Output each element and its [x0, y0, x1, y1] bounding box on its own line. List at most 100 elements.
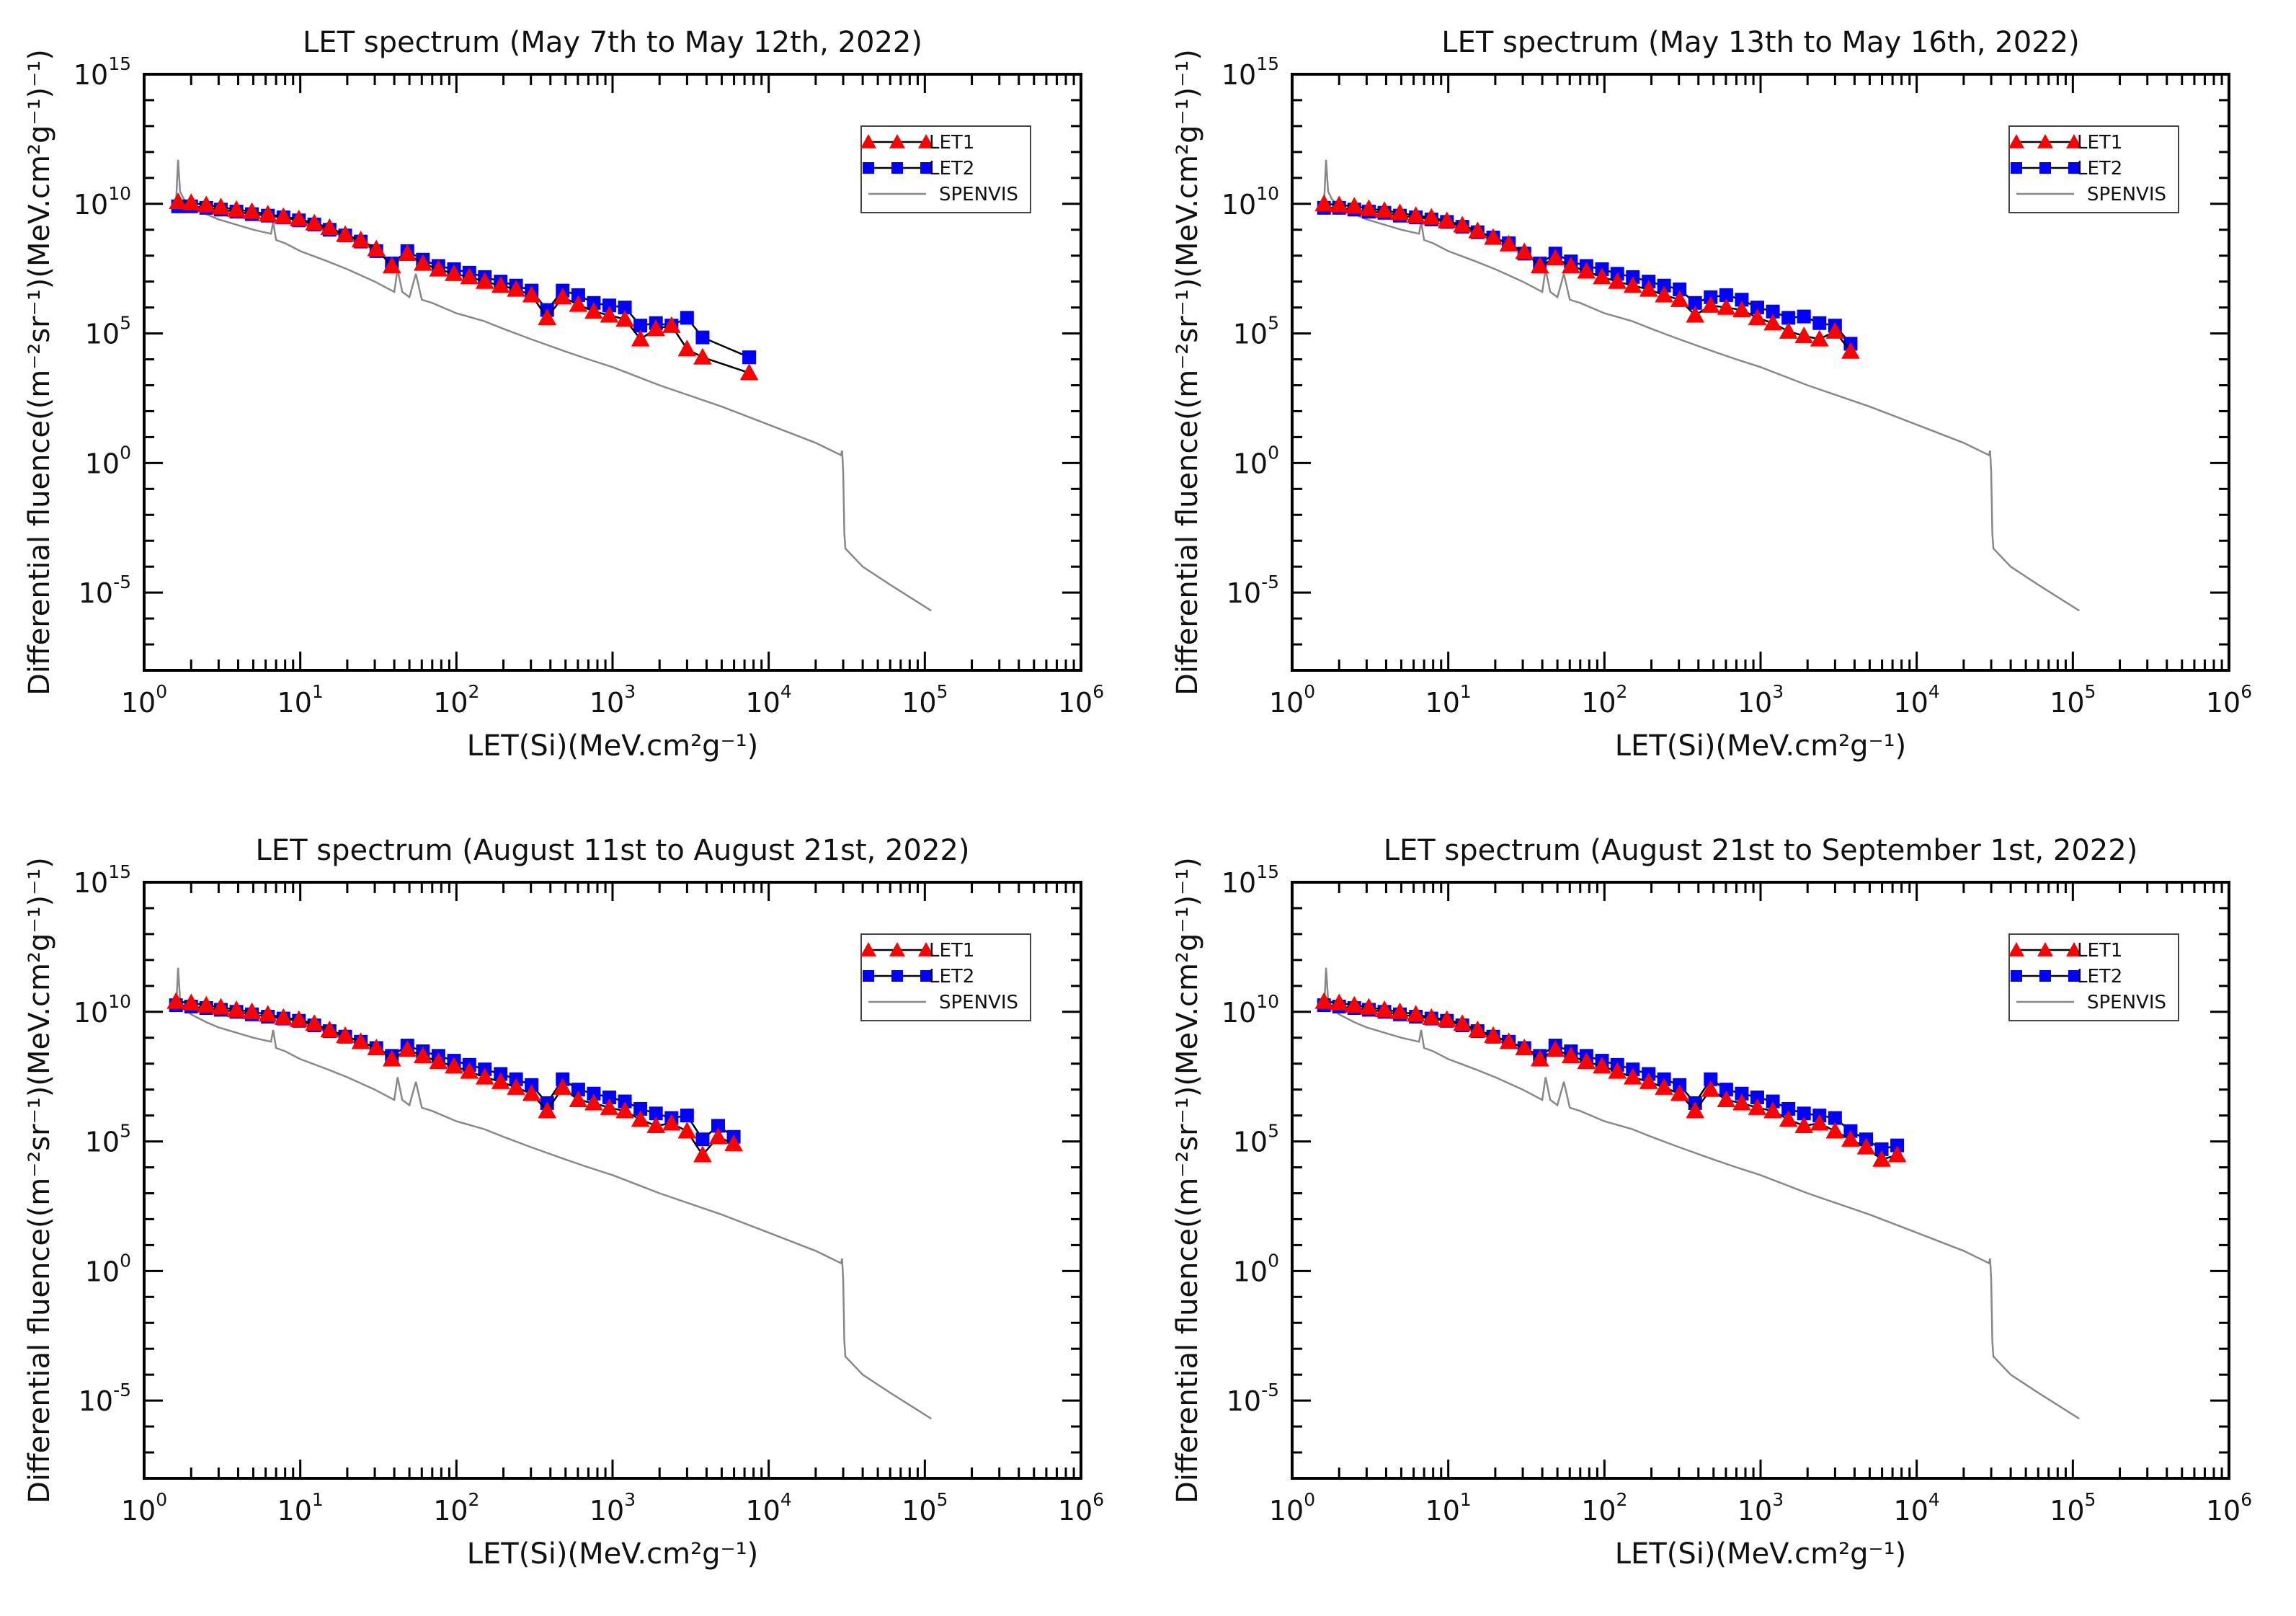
let1-point — [1686, 306, 1705, 323]
x-axis-label: LET(Si)(MeV.cm²g⁻¹) — [1615, 1537, 1907, 1571]
let1-point — [584, 302, 603, 319]
let1-point — [1670, 1084, 1689, 1101]
y-tick-label: 100 — [1233, 442, 1279, 479]
let1-point — [631, 1110, 650, 1127]
x-tick-label: 104 — [746, 1489, 792, 1527]
let1-point — [600, 1098, 619, 1115]
let1-point — [336, 225, 355, 242]
let1-point — [507, 1078, 525, 1095]
x-tick-label: 100 — [121, 681, 167, 719]
legend-marker-square — [2068, 162, 2080, 174]
y-tick-label: 10-5 — [79, 572, 131, 609]
x-tick-label: 104 — [746, 681, 792, 719]
let1-point — [739, 363, 759, 381]
let1-point — [258, 205, 277, 222]
let1-point — [1453, 216, 1472, 233]
let1-point — [1345, 995, 1364, 1013]
legend: LET1 LET2 SPENVIS — [860, 125, 1031, 213]
let1-point — [211, 998, 231, 1015]
let1-point — [382, 256, 401, 274]
let1-point — [1515, 1039, 1534, 1056]
x-tick-label: 100 — [1269, 1489, 1315, 1527]
let1-point — [1655, 1078, 1673, 1095]
let1-point — [351, 231, 370, 248]
let1-point — [197, 195, 216, 213]
let1-point — [475, 1067, 494, 1085]
let1-point — [227, 1000, 246, 1018]
let1-point — [1499, 234, 1518, 252]
x-axis-label: LET(Si)(MeV.cm²g⁻¹) — [467, 1537, 759, 1571]
let1-point — [1686, 1101, 1705, 1119]
let1-point — [662, 316, 681, 333]
let1-point — [662, 1114, 681, 1131]
let1-point — [211, 197, 231, 215]
let1-point — [1670, 290, 1689, 307]
let1-point — [1593, 1057, 1611, 1074]
let1-point — [336, 1026, 355, 1043]
y-axis-label: Differential fluence((m⁻²sr⁻¹)(MeV.cm²g⁻… — [23, 49, 56, 696]
let1-point — [1499, 1032, 1518, 1049]
let1-point — [1484, 1026, 1503, 1043]
legend-box — [2008, 933, 2179, 1021]
x-tick-label: 100 — [1269, 681, 1315, 719]
legend-label-spenvis: SPENVIS — [939, 992, 1018, 1013]
let1-point — [646, 319, 666, 337]
chart-svg: LET spectrum (May 13th to May 16th, 2022… — [1171, 26, 2252, 763]
let1-point — [1406, 206, 1425, 223]
let1-point — [615, 1101, 634, 1119]
series-line-spenvis — [1322, 967, 2080, 1420]
let1-point — [646, 1116, 666, 1134]
let1-point — [258, 1005, 277, 1022]
let2-point — [680, 1109, 694, 1123]
let1-point — [289, 1010, 308, 1027]
x-tick-label: 104 — [1894, 681, 1940, 719]
let1-point — [1608, 1062, 1627, 1079]
let1-point — [631, 329, 650, 347]
chart-title: LET spectrum (August 11st to August 21st… — [256, 834, 970, 867]
x-axis-label: LET(Si)(MeV.cm²g⁻¹) — [1615, 729, 1907, 763]
let1-point — [289, 209, 308, 226]
legend-box — [860, 125, 1031, 213]
x-tick-label: 103 — [1737, 681, 1784, 719]
let1-point — [1623, 1067, 1642, 1085]
let1-point — [1841, 342, 1860, 359]
let1-point — [569, 1090, 588, 1108]
chart-panel-1: LET spectrum (May 7th to May 12th, 2022)… — [0, 0, 1148, 808]
let1-point — [1422, 1008, 1441, 1025]
legend-marker-triangle — [2037, 134, 2053, 148]
let1-point — [1717, 1090, 1736, 1108]
plot-area — [169, 159, 932, 612]
legend-marker-triangle — [889, 942, 905, 956]
legend: LET1 LET2 SPENVIS — [860, 933, 1031, 1021]
let1-point — [274, 207, 293, 224]
plot-area — [166, 967, 932, 1420]
let1-point — [197, 995, 216, 1013]
let1-point — [1406, 1005, 1425, 1022]
let1-point — [1810, 329, 1829, 347]
legend-marker-triangle — [2008, 942, 2024, 956]
legend-label-let1: LET1 — [2077, 940, 2122, 962]
let1-point — [553, 1078, 572, 1095]
let1-point — [1530, 256, 1549, 274]
let1-point — [507, 280, 525, 297]
legend: LET1 LET2 SPENVIS — [2008, 933, 2179, 1021]
let1-point — [1748, 308, 1767, 326]
let1-point — [1655, 285, 1673, 303]
y-tick-label: 10-5 — [79, 1380, 131, 1417]
let1-point — [1561, 1046, 1580, 1063]
let1-point — [1732, 301, 1751, 318]
let1-point — [1794, 327, 1814, 344]
let1-point — [1732, 1093, 1751, 1111]
let1-point — [615, 309, 634, 327]
series-line-spenvis — [174, 159, 932, 612]
let1-point — [413, 1046, 432, 1063]
y-tick-label: 1015 — [1222, 53, 1279, 91]
let2-point — [742, 350, 757, 365]
let1-point — [242, 1002, 262, 1019]
legend-marker-square — [2068, 970, 2080, 982]
let1-point — [1437, 1010, 1456, 1027]
chart-panel-2: LET spectrum (May 13th to May 16th, 2022… — [1148, 0, 2296, 808]
let1-point — [1856, 1137, 1876, 1155]
let1-point — [1701, 1080, 1720, 1097]
let1-point — [1359, 998, 1379, 1015]
